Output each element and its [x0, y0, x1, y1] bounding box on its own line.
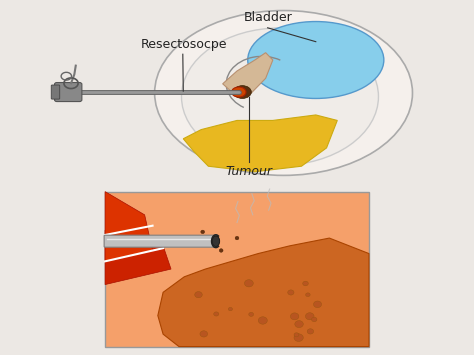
Ellipse shape — [305, 313, 314, 320]
Ellipse shape — [313, 301, 321, 308]
Ellipse shape — [233, 86, 251, 98]
Ellipse shape — [219, 249, 223, 252]
Ellipse shape — [249, 312, 254, 316]
Text: Bladder: Bladder — [243, 11, 292, 24]
Ellipse shape — [212, 236, 219, 246]
Ellipse shape — [209, 239, 212, 243]
Ellipse shape — [200, 331, 208, 337]
Ellipse shape — [235, 236, 239, 240]
Ellipse shape — [232, 87, 246, 97]
FancyBboxPatch shape — [105, 192, 369, 346]
Ellipse shape — [288, 290, 294, 295]
Ellipse shape — [245, 280, 253, 287]
Ellipse shape — [258, 317, 267, 324]
Ellipse shape — [155, 11, 412, 175]
FancyBboxPatch shape — [55, 83, 82, 102]
Ellipse shape — [214, 312, 219, 316]
Ellipse shape — [248, 22, 384, 98]
Ellipse shape — [307, 329, 314, 334]
Ellipse shape — [182, 28, 378, 165]
Text: Tumour: Tumour — [225, 165, 272, 178]
Ellipse shape — [291, 313, 299, 320]
Polygon shape — [158, 238, 369, 346]
Ellipse shape — [201, 230, 205, 234]
Ellipse shape — [195, 291, 202, 298]
Text: Resectosocpe: Resectosocpe — [140, 38, 227, 51]
Polygon shape — [223, 53, 273, 97]
Ellipse shape — [311, 317, 317, 322]
Ellipse shape — [306, 293, 310, 296]
Ellipse shape — [294, 334, 303, 342]
Polygon shape — [105, 230, 171, 285]
Polygon shape — [105, 192, 153, 261]
Ellipse shape — [228, 307, 232, 311]
Ellipse shape — [295, 321, 303, 328]
FancyBboxPatch shape — [51, 85, 60, 99]
FancyBboxPatch shape — [104, 235, 217, 247]
Polygon shape — [183, 115, 337, 172]
Ellipse shape — [303, 281, 308, 286]
Ellipse shape — [294, 333, 299, 337]
